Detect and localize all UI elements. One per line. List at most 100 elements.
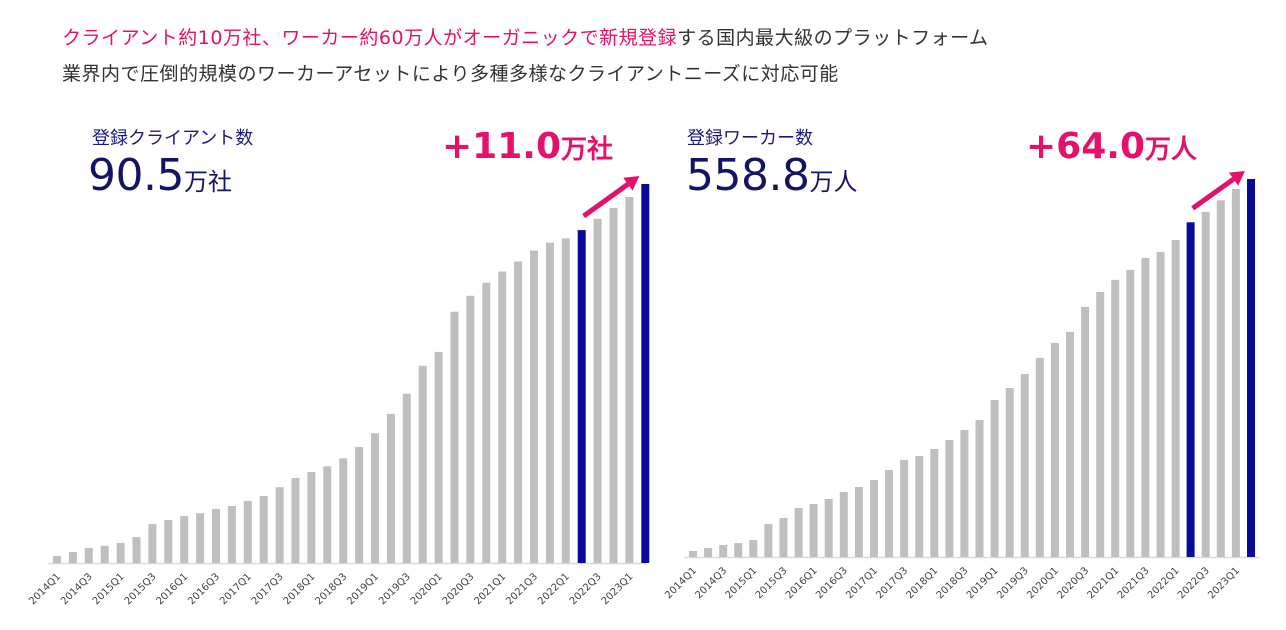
worker-tick-label: 2017Q1 [844,565,880,601]
headline: クライアント約10万社、ワーカー約60万人がオーガニックで新規登録する国内最大級… [62,20,989,92]
client-bar-2020Q4 [482,282,491,563]
client-bar-2017Q1 [243,501,252,563]
client-bar-2022Q1 [561,238,570,563]
worker-tick-label: 2014Q1 [663,565,699,601]
client-tick-label: 2017Q3 [250,571,286,607]
headline-rest: する国内最大級のプラットフォーム [677,27,989,49]
worker-tick-label: 2022Q3 [1176,565,1212,601]
client-tick-label: 2014Q1 [27,571,63,607]
worker-bar-2014Q2 [704,548,713,557]
client-bar-2020Q2 [450,311,459,563]
client-count-panel: 登録クライアント数 90.5万社 +11.0 万社 2014Q1 2014Q3 201… [0,110,650,630]
worker-bar-2018Q1 [930,449,939,557]
worker-tick-label: 2015Q1 [724,565,760,601]
client-bar-2015Q2 [132,537,141,563]
worker-bar-2015Q2 [764,524,773,557]
worker-tick-label: 2019Q1 [965,565,1001,601]
worker-tick-label: 2018Q3 [935,565,971,601]
worker-tick-label: 2020Q1 [1025,565,1061,601]
worker-count-panel: 登録ワーカー数 558.8万人 +64.0万人 2014Q1 2014Q3 2015… [640,110,1260,630]
client-bar-chart: 2014Q12014Q32015Q12015Q32016Q12016Q32017… [27,176,650,607]
worker-count-total: 558.8万人 [686,150,857,201]
client-tick-label: 2018Q1 [282,571,318,607]
client-bar-2019Q3 [402,393,411,563]
worker-tick-label: 2016Q3 [814,565,850,601]
worker-bar-2014Q1 [689,551,697,557]
client-bar-2015Q1 [116,542,125,563]
worker-tick-label: 2015Q3 [754,565,790,601]
client-growth-arrow-icon [623,176,640,191]
worker-bar-2022Q4 [1216,200,1225,557]
worker-bar-2018Q2 [945,440,954,557]
client-bar-2016Q2 [196,513,205,563]
worker-tick-label: 2021Q1 [1086,565,1122,601]
client-tick-label: 2023Q1 [600,571,636,607]
headline-line-1: クライアント約10万社、ワーカー約60万人がオーガニックで新規登録する国内最大級… [62,20,989,56]
worker-bar-2014Q3 [719,545,728,557]
client-tick-label: 2020Q3 [441,571,477,607]
client-count-total: 90.5万社 [88,150,232,201]
client-count-title: 登録クライアント数 [92,128,254,149]
worker-bar-2018Q3 [960,430,969,557]
client-bar-2019Q1 [371,433,379,563]
client-tick-label: 2020Q1 [409,571,445,607]
client-total-unit: 万社 [183,168,232,196]
worker-growth-arrow-shaft [1191,177,1236,211]
headline-line-2: 業界内で圧倒的規模のワーカーアセットにより多種多様なクライアントニーズに対応可能 [62,63,839,85]
worker-bar-2017Q2 [885,470,893,557]
worker-total-value: 558.8 [686,150,810,201]
client-bar-2015Q4 [164,519,173,563]
worker-bar-2022Q1 [1171,239,1180,557]
client-tick-label: 2021Q1 [472,571,508,607]
client-tick-label: 2015Q1 [91,571,127,607]
worker-bar-2020Q2 [1066,331,1074,557]
client-tick-label: 2016Q3 [186,571,222,607]
worker-bar-2015Q4 [794,508,803,557]
client-bar-2017Q2 [259,496,268,563]
worker-bar-2019Q4 [1035,357,1044,557]
worker-bar-2023Q2 [1247,179,1255,557]
worker-bar-2014Q4 [734,543,743,557]
client-tick-label: 2022Q1 [536,571,572,607]
worker-growth-arrow-icon [1228,171,1245,186]
worker-bar-2017Q1 [870,480,878,557]
client-bar-2018Q1 [307,472,316,563]
client-growth-value: +11.0 [442,126,561,167]
client-tick-label: 2017Q1 [218,571,254,607]
worker-bar-2016Q3 [839,492,848,557]
worker-bar-2019Q1 [990,400,999,557]
client-bar-2021Q3 [530,250,538,563]
worker-bar-2020Q1 [1050,342,1059,557]
client-bar-2016Q4 [227,506,236,563]
worker-bar-2020Q3 [1081,306,1090,557]
worker-growth: +64.0万人 [1026,126,1197,167]
client-bar-2021Q2 [514,261,523,563]
client-bar-2021Q4 [545,242,554,563]
client-bar-2015Q3 [148,524,157,563]
worker-bar-2022Q3 [1201,211,1210,557]
worker-bar-2017Q3 [900,460,909,557]
worker-bar-2021Q4 [1156,251,1165,557]
worker-bar-2023Q1 [1231,189,1240,557]
client-bar-2016Q3 [212,509,220,563]
worker-bar-2020Q4 [1096,291,1105,557]
worker-tick-label: 2023Q1 [1206,565,1242,601]
client-tick-label: 2018Q3 [313,571,349,607]
worker-bar-2016Q4 [854,487,863,557]
client-bar-2020Q3 [466,295,475,563]
worker-tick-label: 2016Q1 [784,565,820,601]
client-bar-2021Q1 [498,271,507,563]
worker-bar-2016Q2 [824,499,833,557]
worker-tick-label: 2014Q3 [693,565,729,601]
worker-bar-chart: 2014Q12014Q32015Q12015Q32016Q12016Q32017… [663,171,1260,601]
worker-tick-label: 2018Q1 [905,565,941,601]
worker-total-unit: 万人 [809,168,858,196]
worker-tick-label: 2022Q1 [1146,565,1182,601]
client-tick-label: 2019Q1 [345,571,381,607]
client-tick-label: 2016Q1 [154,571,190,607]
client-bar-2018Q3 [339,458,348,563]
worker-tick-label: 2017Q3 [874,565,910,601]
worker-tick-label: 2019Q3 [995,565,1031,601]
worker-bar-2015Q3 [779,518,788,557]
client-tick-label: 2022Q3 [568,571,604,607]
